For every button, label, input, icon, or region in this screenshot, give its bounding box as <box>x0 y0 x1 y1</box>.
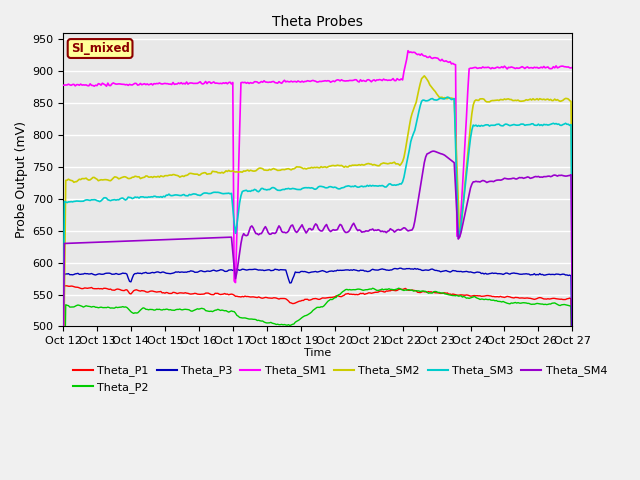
Theta_P3 <box>562 272 570 278</box>
Theta_SM1 <box>232 280 239 286</box>
Theta_P3 <box>59 396 67 401</box>
Theta_P3 <box>173 269 181 275</box>
Theta_P2 <box>262 320 269 325</box>
Theta_SM4 <box>388 227 396 233</box>
Theta_P1 <box>343 291 351 297</box>
Legend: Theta_P1, Theta_P2, Theta_P3, Theta_SM1, Theta_SM2, Theta_SM3, Theta_SM4: Theta_P1, Theta_P2, Theta_P3, Theta_SM1,… <box>68 361 612 397</box>
Theta_SM3 <box>173 192 181 198</box>
Theta_SM2 <box>388 160 396 166</box>
Theta_P2 <box>388 287 396 292</box>
Theta_P1 <box>568 412 576 418</box>
Theta_SM3 <box>444 94 451 100</box>
Theta_SM1 <box>568 64 576 70</box>
Theta_SM4 <box>342 229 349 235</box>
Line: Theta_SM3: Theta_SM3 <box>63 97 572 349</box>
Title: Theta Probes: Theta Probes <box>272 15 363 29</box>
Line: Theta_P3: Theta_P3 <box>63 268 572 399</box>
Theta_P1 <box>529 296 537 302</box>
Theta_P2 <box>173 307 181 312</box>
Theta_SM2 <box>420 73 428 79</box>
Theta_SM4 <box>562 173 570 179</box>
Theta_P3 <box>568 396 576 402</box>
Theta_P3 <box>388 267 396 273</box>
Theta_SM3 <box>388 182 396 188</box>
Line: Theta_P1: Theta_P1 <box>63 286 572 415</box>
Line: Theta_SM2: Theta_SM2 <box>63 76 572 413</box>
Theta_P3 <box>396 265 404 271</box>
Theta_P3 <box>342 267 349 273</box>
Line: Theta_SM4: Theta_SM4 <box>63 151 572 377</box>
Theta_P2 <box>562 302 570 308</box>
Theta_SM2 <box>173 172 181 178</box>
Theta_SM1 <box>563 64 571 70</box>
Theta_SM2 <box>568 235 576 240</box>
Theta_P2 <box>568 388 576 394</box>
Theta_P2 <box>529 301 537 307</box>
Theta_P3 <box>529 272 537 277</box>
Theta_P3 <box>262 267 269 273</box>
Theta_P1 <box>389 288 397 293</box>
Theta_SM4 <box>430 148 438 154</box>
Theta_SM3 <box>342 183 349 189</box>
Y-axis label: Probe Output (mV): Probe Output (mV) <box>15 121 28 238</box>
X-axis label: Time: Time <box>304 348 332 358</box>
Line: Theta_P2: Theta_P2 <box>63 288 572 475</box>
Theta_SM1 <box>173 81 181 87</box>
Theta_SM3 <box>529 121 537 127</box>
Text: SI_mixed: SI_mixed <box>70 42 129 55</box>
Theta_SM1 <box>389 76 397 82</box>
Theta_SM1 <box>263 79 271 85</box>
Theta_SM1 <box>531 64 538 70</box>
Theta_P2 <box>59 472 67 478</box>
Theta_P1 <box>62 283 70 288</box>
Theta_SM3 <box>262 187 269 192</box>
Theta_SM3 <box>568 296 576 301</box>
Theta_SM1 <box>59 83 67 88</box>
Theta_SM2 <box>59 410 67 416</box>
Theta_SM4 <box>59 374 67 380</box>
Theta_SM2 <box>529 96 537 102</box>
Theta_SM2 <box>262 167 269 173</box>
Theta_SM2 <box>342 163 349 169</box>
Theta_SM4 <box>173 236 181 242</box>
Line: Theta_SM1: Theta_SM1 <box>63 51 572 283</box>
Theta_SM1 <box>343 78 351 84</box>
Theta_SM4 <box>262 224 269 229</box>
Theta_SM3 <box>59 346 67 352</box>
Theta_P1 <box>263 295 271 300</box>
Theta_P1 <box>175 290 182 296</box>
Theta_SM3 <box>562 120 570 126</box>
Theta_P1 <box>562 297 570 302</box>
Theta_P2 <box>342 287 349 292</box>
Theta_P2 <box>395 285 403 291</box>
Theta_SM1 <box>404 48 412 54</box>
Theta_SM4 <box>568 329 576 335</box>
Theta_SM2 <box>562 96 570 101</box>
Theta_SM4 <box>529 175 537 180</box>
Theta_P1 <box>59 403 67 409</box>
